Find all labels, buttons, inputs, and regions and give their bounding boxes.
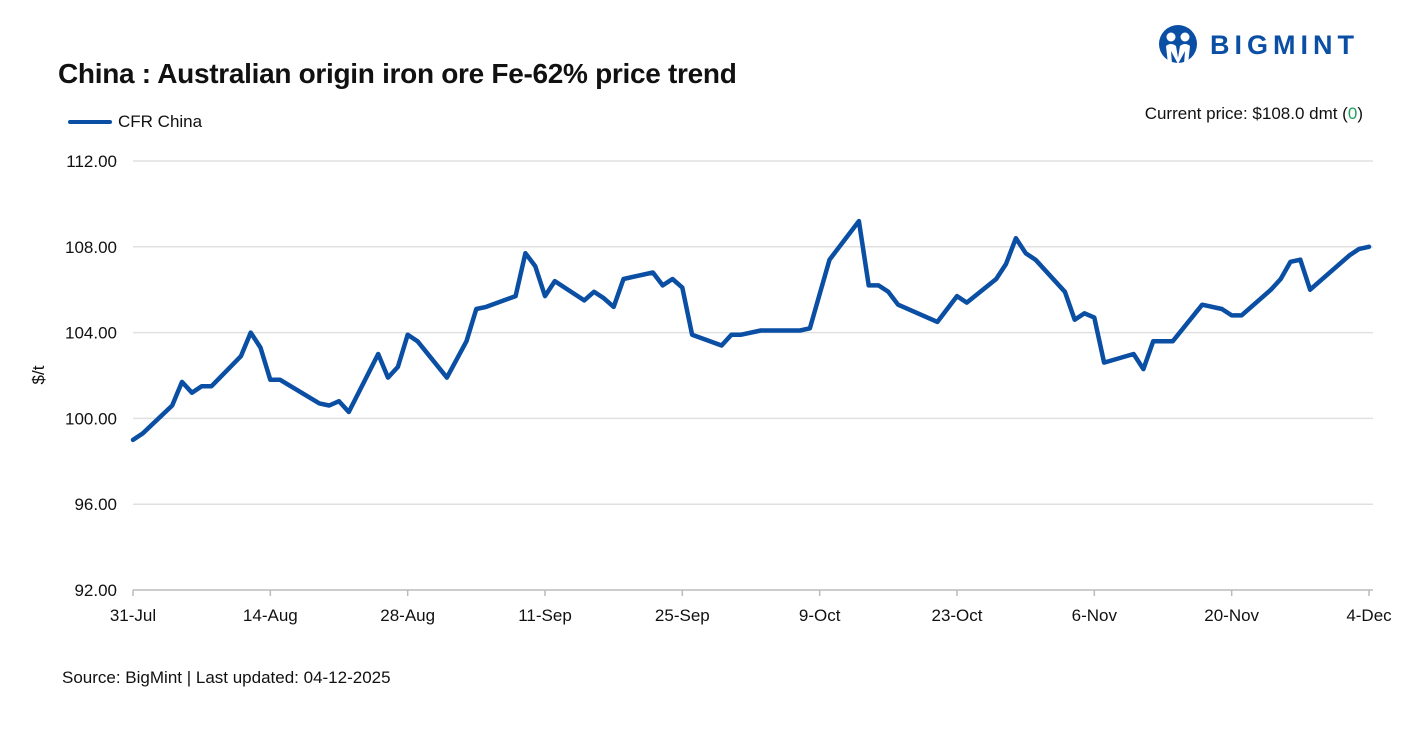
chart-title: China : Australian origin iron ore Fe-62… <box>58 58 737 89</box>
series-line-cfr-china <box>130 218 1372 443</box>
current-price-label: Current price: $108.0 dmt ( <box>1144 104 1348 123</box>
current-price-close: ) <box>1357 104 1363 123</box>
x-tick-label: 6-Nov <box>1072 606 1118 625</box>
x-tick-label: 31-Jul <box>110 606 156 625</box>
x-tick-label: 9-Oct <box>799 606 841 625</box>
bigmint-logo: BIGMINT <box>1158 24 1359 66</box>
y-tick-label: 92.00 <box>74 581 117 600</box>
y-axis-label: $/t <box>29 365 48 384</box>
y-tick-label: 112.00 <box>66 152 117 171</box>
x-tick-label: 4-Dec <box>1346 606 1392 625</box>
price-change: 0 <box>1347 104 1358 123</box>
legend-swatch <box>68 120 112 124</box>
current-price: Current price: $108.0 dmt (0) <box>1145 104 1363 124</box>
y-tick-label: 96.00 <box>74 495 117 514</box>
x-tick-label: 25-Sep <box>655 606 710 625</box>
logo-text: BIGMINT <box>1210 29 1359 60</box>
y-tick-label: 108.00 <box>65 238 117 257</box>
x-tick-label: 28-Aug <box>380 606 435 625</box>
x-tick-label: 14-Aug <box>243 606 298 625</box>
source-note: Source: BigMint | Last updated: 04-12-20… <box>62 668 391 687</box>
x-tick-label: 20-Nov <box>1204 606 1259 625</box>
y-tick-label: 100.00 <box>65 409 117 428</box>
y-tick-label: 104.00 <box>65 324 117 343</box>
x-tick-label: 11-Sep <box>518 606 572 625</box>
logo-icon <box>1159 25 1197 64</box>
legend: CFR China <box>68 112 202 132</box>
legend-label: CFR China <box>118 112 203 131</box>
x-tick-label: 23-Oct <box>931 606 982 625</box>
